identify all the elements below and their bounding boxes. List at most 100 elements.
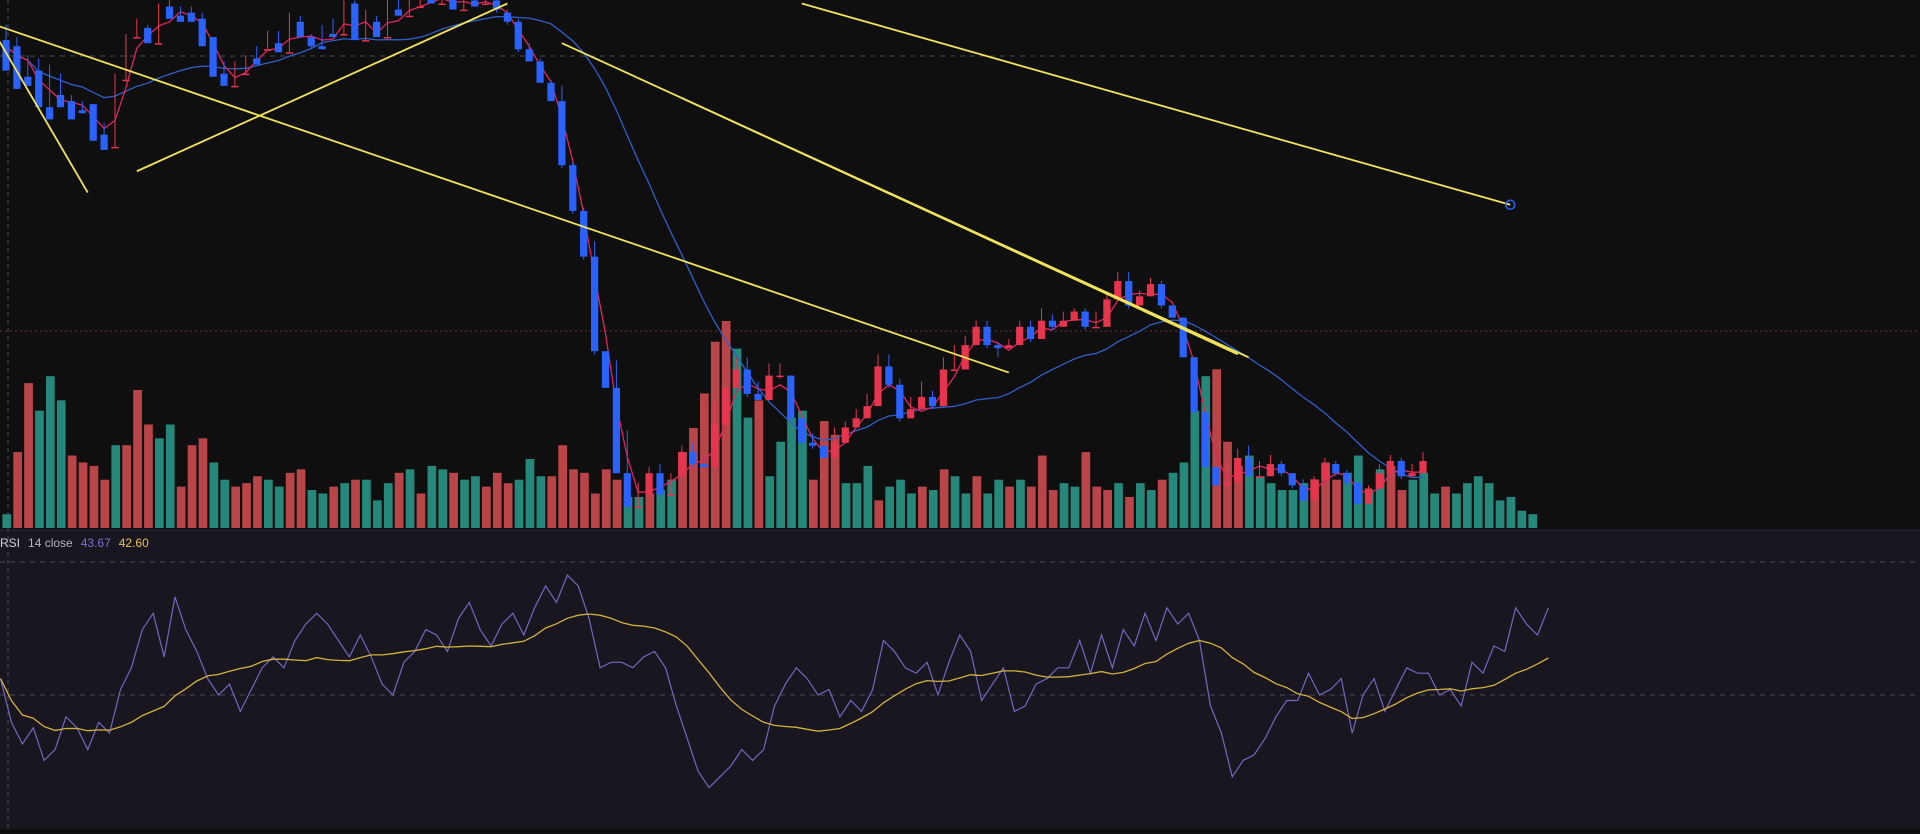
candle-body [1364,488,1373,504]
volume-bar [1484,483,1494,528]
candle-body [852,418,860,428]
volume-bar [133,390,142,528]
volume-bar [285,472,295,528]
candle-body [144,27,152,44]
volume-bar [1114,483,1123,528]
rsi-legend-value: 43.67 [80,536,111,550]
volume-bar [918,486,927,528]
candle-body [928,396,937,407]
candlesticks [2,0,1427,510]
volume-bar [950,476,960,528]
volume-bar [885,486,894,528]
candle-body [819,445,828,458]
volume-bar [656,490,666,528]
volume-bar [928,490,938,528]
candle-body [536,61,544,83]
candle-body [351,3,359,41]
volume-bar [144,424,153,528]
candle-body [176,15,184,22]
candle-body [1179,317,1187,358]
candle-body [340,34,348,36]
candle-body [1321,464,1329,480]
volume-bar [1495,500,1505,528]
volume-bar [994,479,1003,528]
volume-bar [329,486,339,528]
candle-body [678,451,686,477]
volume-bar [1332,479,1341,528]
volume-bar [645,493,655,528]
ma-slow-line [5,15,1424,479]
volume-bar [874,500,884,528]
candle-body [89,104,97,141]
trendline-2 [136,2,508,173]
volume-bar [841,483,851,528]
candle-body [841,427,849,443]
candle-body [1408,473,1416,477]
volume-bar [187,445,197,528]
volume-bar [558,445,567,528]
volume-bar [1016,479,1025,528]
volume-bar [394,472,404,528]
candle-body [122,79,130,82]
candle-body [1190,357,1198,413]
candle-body [1016,326,1024,346]
candle-body [885,366,893,385]
candle-body [1212,467,1220,486]
volume-bar [13,452,22,528]
candle-body [383,37,392,39]
candle-body [1146,284,1155,297]
candle-body [1234,457,1242,483]
candle-body [1092,326,1100,329]
candle-body [514,21,522,50]
volume-bar [1452,493,1461,528]
volume-bar [471,476,480,528]
volume-bar [100,479,110,528]
candle-body [972,326,980,346]
candle-body [155,43,163,45]
volume-bar [492,472,502,528]
trendlines[interactable] [0,2,1516,374]
candle-body [362,40,370,42]
candle-body [318,46,326,50]
volume-bar [405,469,415,528]
volume-bar [24,383,33,528]
candle-body [1223,482,1231,486]
volume-bar [56,400,66,528]
volume-bar [362,479,371,528]
candle-body [776,375,784,378]
candle-body [798,418,806,443]
volume-bar [1190,410,1200,528]
volume-bar [1506,496,1516,528]
volume-bar [438,469,448,528]
volume-bar [700,393,709,528]
volume-bar [765,476,775,528]
rsi-legend-ma-value: 42.60 [118,536,149,550]
volume-bar [754,400,764,528]
volume-bar [1266,483,1276,528]
volume-bar [253,476,262,528]
volume-bar [798,410,807,528]
rsi-plot [0,574,1549,789]
volume-bar [1146,490,1156,528]
candle-body [46,107,54,120]
candle-body [35,70,43,108]
candle-body [896,384,904,419]
candle-body [1136,296,1144,306]
candle-body [1037,320,1046,339]
candle-body [1288,473,1296,486]
rsi-pane-background [0,530,1920,829]
volume-bar [547,476,557,528]
candle-body [416,6,424,9]
volume-bar [1027,486,1036,528]
volume-bar [1288,490,1298,528]
rsi-ma-line [0,613,1549,732]
candle-body [830,442,838,458]
candle-body [918,396,926,410]
volume-bar [809,479,818,528]
candle-body [950,369,958,371]
volume-bar [961,493,971,528]
candle-body [198,18,206,47]
rsi-legend[interactable]: RSI 14 close 43.67 42.60 [0,536,149,550]
